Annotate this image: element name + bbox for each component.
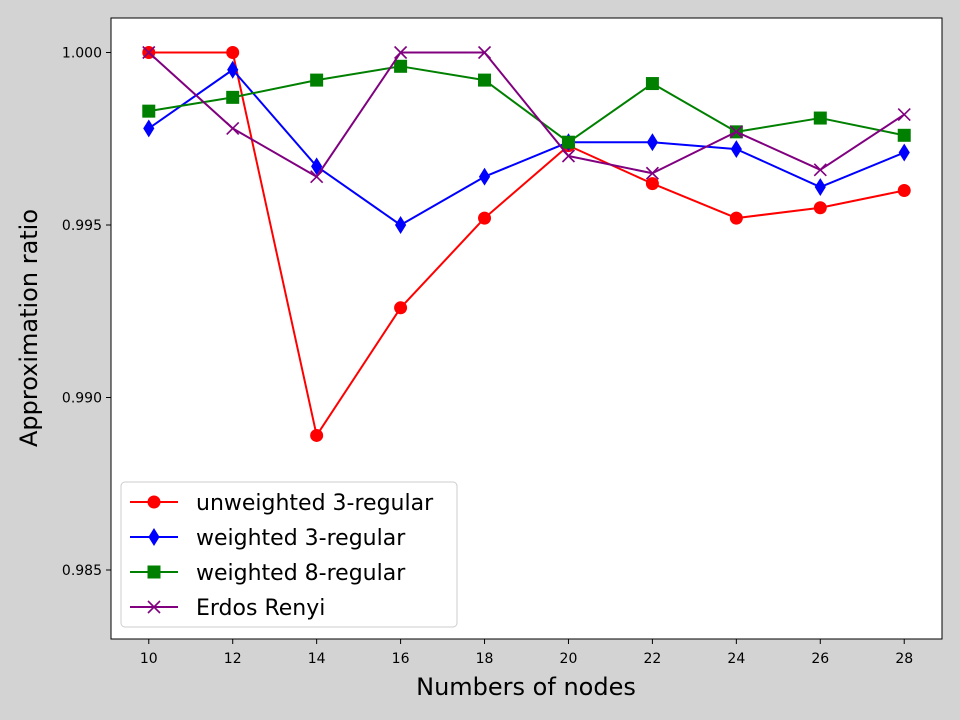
x-tick-label: 24 bbox=[727, 651, 745, 667]
data-point bbox=[897, 128, 911, 142]
x-tick-label: 14 bbox=[308, 651, 326, 667]
data-point bbox=[730, 140, 742, 159]
y-axis-ticks: 0.985 0.990 0.995 1.000 bbox=[62, 46, 111, 579]
data-point bbox=[394, 301, 408, 315]
x-tick-label: 18 bbox=[476, 651, 494, 667]
legend: unweighted 3-regular weighted 3-regular we… bbox=[120, 481, 458, 628]
x-tick-label: 16 bbox=[392, 651, 410, 667]
data-point bbox=[645, 166, 659, 180]
legend-label: unweighted 3-regular bbox=[196, 491, 434, 516]
x-tick-label: 26 bbox=[811, 651, 829, 667]
legend-marker bbox=[147, 600, 161, 614]
data-point bbox=[226, 46, 240, 59]
data-point bbox=[897, 184, 911, 197]
data-point bbox=[142, 45, 156, 60]
y-tick-label: 0.995 bbox=[62, 218, 102, 234]
data-point bbox=[310, 73, 324, 87]
data-point bbox=[395, 216, 407, 234]
legend-label: Erdos Renyi bbox=[196, 596, 325, 621]
x-axis-ticks: 10 12 14 16 18 20 22 24 26 28 bbox=[140, 639, 913, 667]
series-line bbox=[148, 51, 905, 178]
legend-entry: unweighted 3-regular bbox=[130, 491, 434, 516]
legend-marker bbox=[148, 528, 160, 546]
legend-entry: weighted 8-regular bbox=[130, 561, 406, 586]
data-point bbox=[394, 45, 408, 60]
legend-marker bbox=[147, 565, 161, 579]
data-point bbox=[645, 77, 659, 91]
y-tick-label: 1.000 bbox=[62, 46, 102, 62]
plot-frame bbox=[110, 17, 943, 640]
legend-label: weighted 8-regular bbox=[196, 561, 406, 586]
data-point bbox=[814, 178, 826, 196]
data-point bbox=[561, 149, 576, 163]
data-point bbox=[226, 90, 240, 104]
data-point bbox=[813, 201, 827, 215]
x-tick-label: 22 bbox=[643, 651, 661, 667]
data-point bbox=[729, 125, 743, 139]
data-point bbox=[813, 163, 827, 177]
x-tick-label: 28 bbox=[895, 651, 913, 667]
data-point bbox=[561, 135, 575, 149]
series-line bbox=[148, 51, 905, 437]
legend-label: weighted 3-regular bbox=[196, 526, 406, 551]
data-point bbox=[478, 167, 491, 186]
data-point bbox=[478, 211, 492, 225]
data-point bbox=[729, 211, 743, 225]
x-tick-label: 20 bbox=[560, 651, 578, 667]
data-point bbox=[477, 45, 492, 60]
data-point bbox=[226, 121, 240, 135]
legend-box bbox=[120, 481, 458, 628]
data-point bbox=[897, 108, 911, 122]
y-axis-label: Approximation ratio bbox=[15, 209, 43, 447]
data-point bbox=[227, 60, 239, 79]
y-tick-label: 0.985 bbox=[62, 563, 102, 579]
data-point bbox=[394, 59, 408, 73]
data-point bbox=[813, 111, 827, 125]
data-point bbox=[310, 170, 324, 184]
series-3 bbox=[142, 45, 911, 184]
series-layer bbox=[142, 45, 911, 442]
data-point bbox=[142, 104, 156, 118]
data-point bbox=[143, 119, 155, 138]
series-1 bbox=[143, 60, 910, 234]
y-tick-label: 0.990 bbox=[62, 391, 102, 407]
x-tick-label: 10 bbox=[140, 651, 158, 667]
legend-marker bbox=[147, 495, 161, 509]
series-line bbox=[148, 65, 905, 144]
legend-entry: weighted 3-regular bbox=[130, 526, 406, 551]
data-point bbox=[645, 177, 659, 191]
data-point bbox=[646, 133, 658, 152]
data-point bbox=[478, 73, 492, 87]
data-point bbox=[898, 143, 910, 162]
x-axis-label: Numbers of nodes bbox=[416, 673, 636, 701]
series-line bbox=[148, 68, 905, 226]
data-point bbox=[310, 428, 324, 442]
data-point bbox=[311, 157, 323, 176]
x-tick-label: 12 bbox=[224, 651, 242, 667]
legend-entry: Erdos Renyi bbox=[130, 596, 325, 621]
